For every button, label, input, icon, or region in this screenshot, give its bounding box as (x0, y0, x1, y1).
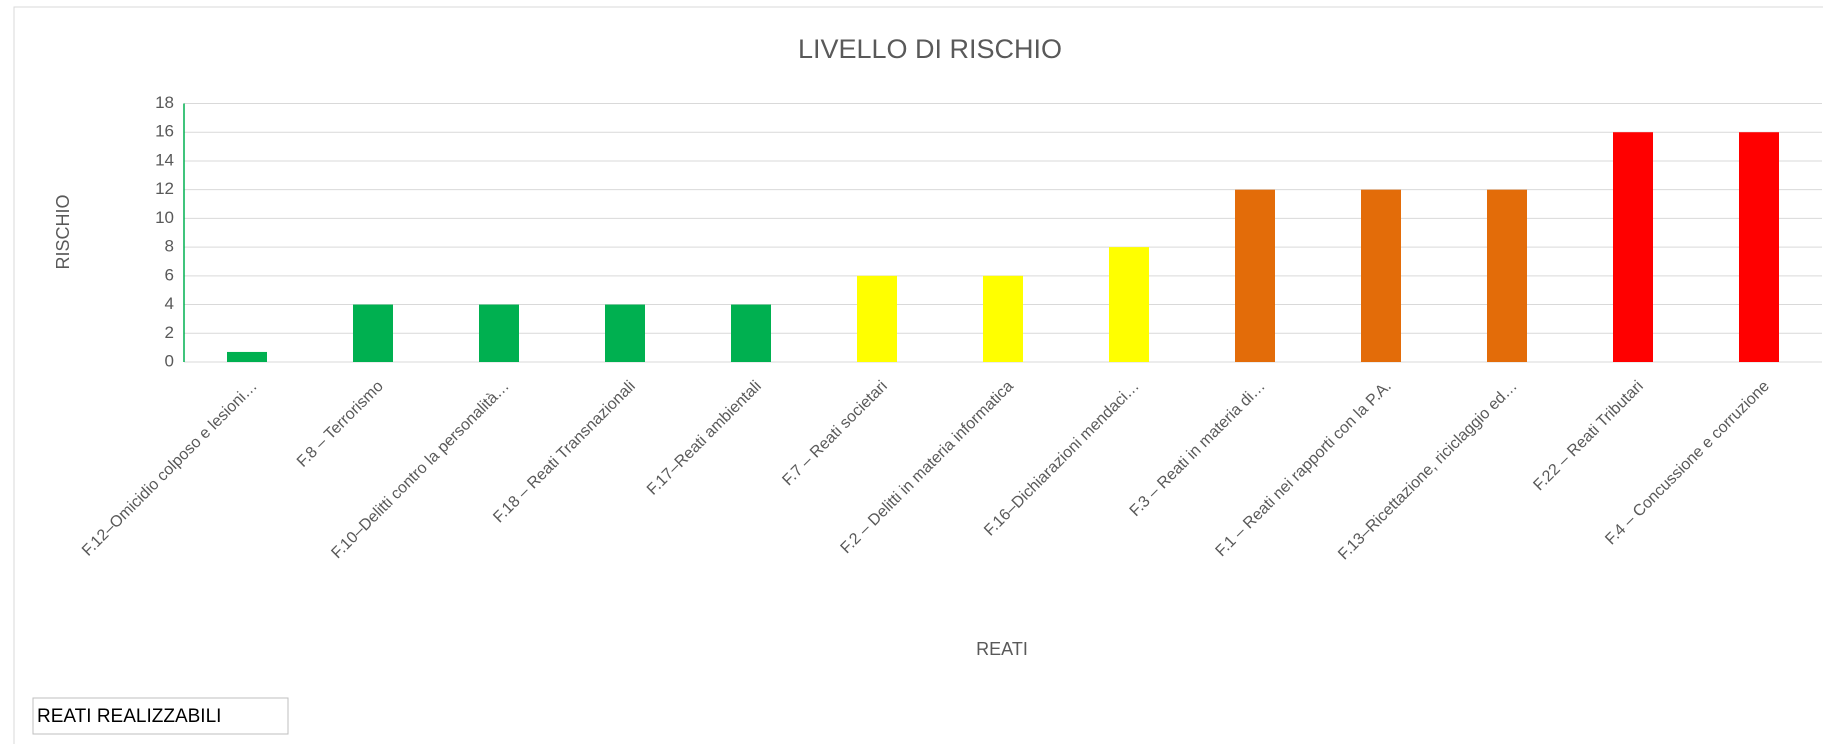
y-tick-label: 18 (155, 93, 174, 112)
x-tick-label: F.12–Omicidio colposo e lesioni… (79, 378, 261, 560)
bar (857, 275, 897, 362)
bar (1739, 132, 1779, 362)
bar (1361, 189, 1401, 362)
footer-box (32, 697, 289, 735)
x-tick-label: F.17–Reati ambientali (644, 378, 765, 499)
bar (1109, 247, 1149, 362)
bar (479, 304, 519, 362)
y-tick-label: 2 (165, 323, 174, 342)
bar (605, 304, 645, 362)
bar (1487, 189, 1527, 362)
x-tick-label: F.8 – Terrorismo (294, 378, 387, 471)
x-tick-label: F.22 – Reati Tributari (1530, 378, 1646, 494)
y-tick-label: 14 (155, 150, 174, 169)
chart-title: LIVELLO DI RISCHIO (798, 34, 1062, 64)
y-tick-label: 12 (155, 179, 174, 198)
y-axis-label: RISCHIO (53, 194, 73, 269)
bar (227, 351, 267, 362)
bar (1613, 132, 1653, 362)
bar (731, 304, 771, 362)
x-axis-label: REATI (976, 639, 1028, 659)
y-tick-label: 0 (165, 351, 174, 370)
y-tick-label: 4 (165, 294, 174, 313)
bar (353, 304, 393, 362)
x-tick-label: F.16–Dichiarazioni mendaci… (981, 378, 1143, 540)
y-tick-label: 10 (155, 208, 174, 227)
x-tick-label: F.18 – Reati Transnazionali (490, 378, 639, 527)
chart-frame (13, 6, 1823, 744)
x-tick-label: F.3 – Reati in materia di… (1127, 378, 1269, 520)
y-tick-label: 16 (155, 122, 174, 141)
bar (983, 275, 1023, 362)
bar (1235, 189, 1275, 362)
x-tick-label: F.7 – Reati societari (779, 378, 890, 489)
footer-box-text: REATI REALIZZABILI (37, 706, 221, 727)
y-tick-label: 6 (165, 265, 174, 284)
y-tick-label: 8 (165, 237, 174, 256)
